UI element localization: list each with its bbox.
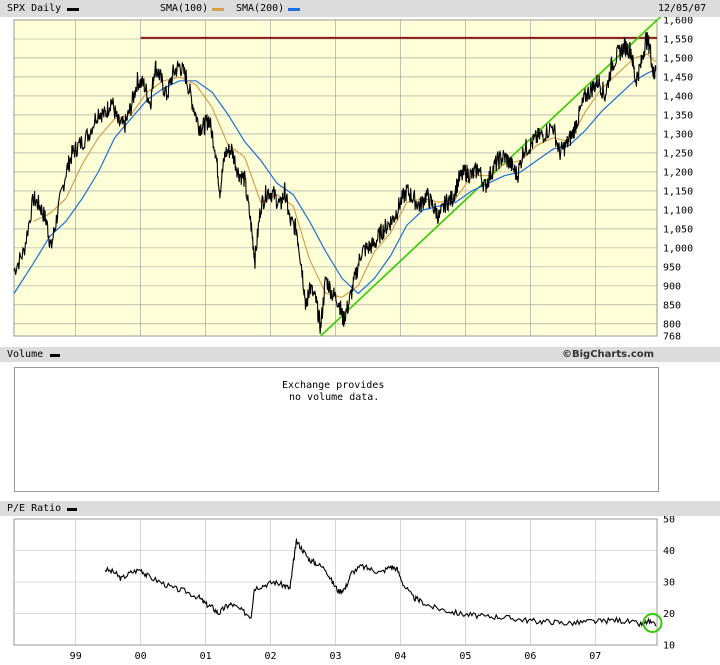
pe-y-tick-label: 40 <box>663 546 675 557</box>
pe-legend-swatch <box>67 508 77 511</box>
price-y-tick-label: 1,200 <box>663 167 693 178</box>
volume-message-line2: no volume data. <box>289 392 380 403</box>
price-y-tick-label: 1,500 <box>663 53 693 64</box>
x-axis-tick-label: 04 <box>394 651 406 662</box>
price-y-tick-label: 1,150 <box>663 186 693 197</box>
volume-message-line1: Exchange provides <box>282 380 385 391</box>
price-chart: 768 800 850 900 950 1,000 1,050 1,100 1,150 1,200… <box>13 17 693 342</box>
pe-chart: 10 20 30 40 50 99 00 01 02 03 04 05 06 07 <box>13 516 675 662</box>
sma100-label: SMA(100) <box>160 3 209 14</box>
support-trendline <box>320 17 662 337</box>
volume-title: Volume <box>7 349 44 360</box>
price-series <box>13 32 657 334</box>
pe-y-tick-label: 50 <box>663 516 675 526</box>
x-axis-tick-label: 01 <box>200 651 212 662</box>
sma200-legend-swatch <box>288 8 300 11</box>
price-y-tick-label: 900 <box>663 281 681 292</box>
pe-y-tick-label: 10 <box>663 641 675 652</box>
x-axis-tick-label: 02 <box>265 651 277 662</box>
pe-ratio-line <box>104 537 657 628</box>
price-y-tick-label: 1,050 <box>663 224 693 235</box>
price-y-tick-label: 1,100 <box>663 205 693 216</box>
price-y-tick-label: 1,450 <box>663 72 693 83</box>
price-y-tick-label: 1,550 <box>663 34 693 45</box>
price-y-tick-label: 850 <box>663 300 681 311</box>
x-axis-tick-label: 06 <box>524 651 536 662</box>
x-axis-tick-label: 05 <box>459 651 471 662</box>
symbol-legend-swatch <box>67 8 79 11</box>
sma100-legend-swatch <box>212 8 224 11</box>
x-axis-tick-label: 99 <box>70 651 82 662</box>
sma200-label: SMA(200) <box>236 3 285 14</box>
price-y-tick-label: 800 <box>663 319 681 330</box>
price-y-tick-label: 1,000 <box>663 243 693 254</box>
symbol-label: SPX Daily <box>7 3 62 14</box>
price-y-tick-label: 768 <box>663 332 681 342</box>
price-panel-header <box>0 0 720 17</box>
x-axis-tick-label: 00 <box>135 651 147 662</box>
x-axis-tick-label: 07 <box>589 651 601 662</box>
pe-title: P/E Ratio <box>7 503 62 514</box>
chart-date: 12/05/07 <box>658 3 707 14</box>
pe-highlight-circle <box>642 612 663 633</box>
price-y-tick-label: 1,400 <box>663 91 693 102</box>
volume-panel <box>14 367 659 492</box>
pe-y-tick-label: 30 <box>663 578 675 589</box>
price-y-tick-label: 1,300 <box>663 129 693 140</box>
volume-panel-header <box>0 347 720 362</box>
volume-legend-swatch <box>50 354 60 357</box>
pe-panel-header <box>0 501 720 516</box>
pe-y-tick-label: 20 <box>663 609 675 620</box>
price-y-tick-label: 1,250 <box>663 148 693 159</box>
watermark: ©BigCharts.com <box>562 349 655 360</box>
x-axis-tick-label: 03 <box>329 651 341 662</box>
price-y-tick-label: 1,600 <box>663 17 693 27</box>
price-line <box>13 32 657 334</box>
price-y-tick-label: 950 <box>663 262 681 273</box>
price-y-tick-label: 1,350 <box>663 110 693 121</box>
